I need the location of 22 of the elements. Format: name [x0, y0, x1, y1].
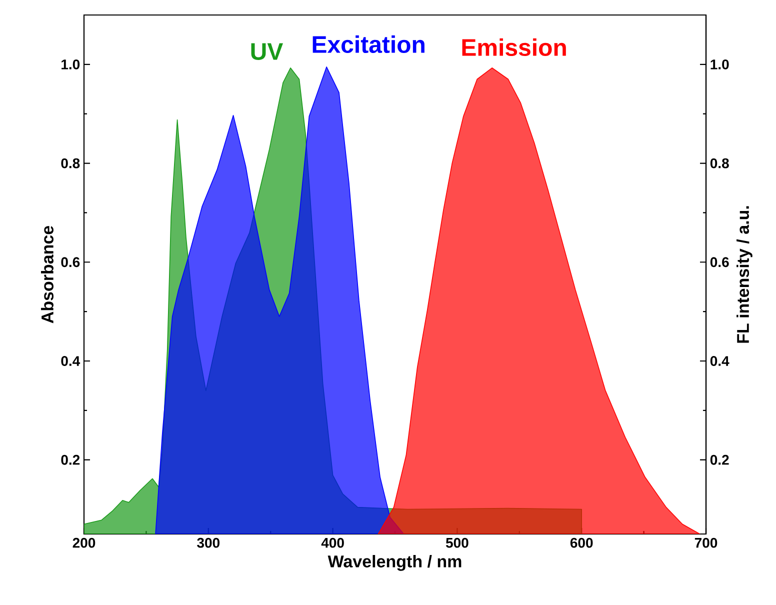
series-label: UV [251, 43, 284, 60]
y2-tick-label: 0.4 [710, 356, 730, 366]
series-label: Emission [462, 38, 566, 56]
y2-tick-label: 0.6 [710, 257, 729, 268]
x-tick-label: 400 [321, 538, 344, 548]
x-tick-label: 200 [72, 538, 96, 548]
y-tick-label: 0.6 [61, 257, 80, 268]
x-tick-label: 700 [694, 538, 718, 548]
series-label: Excitation [312, 35, 424, 54]
y2-tick-label: 0.2 [710, 454, 729, 465]
y2-axis-title: FL intensity / a.u. [736, 206, 752, 343]
x-tick-label: 300 [197, 538, 220, 548]
y2-tick-label: 1.0 [710, 59, 729, 70]
x-tick-label: 600 [570, 538, 593, 548]
y2-tick-label: 0.8 [710, 158, 729, 168]
x-tick-label: 500 [446, 538, 468, 548]
y-tick-label: 0.4 [61, 356, 80, 366]
y-tick-label: 0.2 [61, 454, 80, 465]
x-axis-title: Wavelength / nm [328, 555, 462, 571]
y-tick-label: 0.8 [61, 158, 80, 168]
y-tick-label: 1.0 [62, 59, 80, 70]
y-axis-title: Absorbance [41, 226, 54, 324]
